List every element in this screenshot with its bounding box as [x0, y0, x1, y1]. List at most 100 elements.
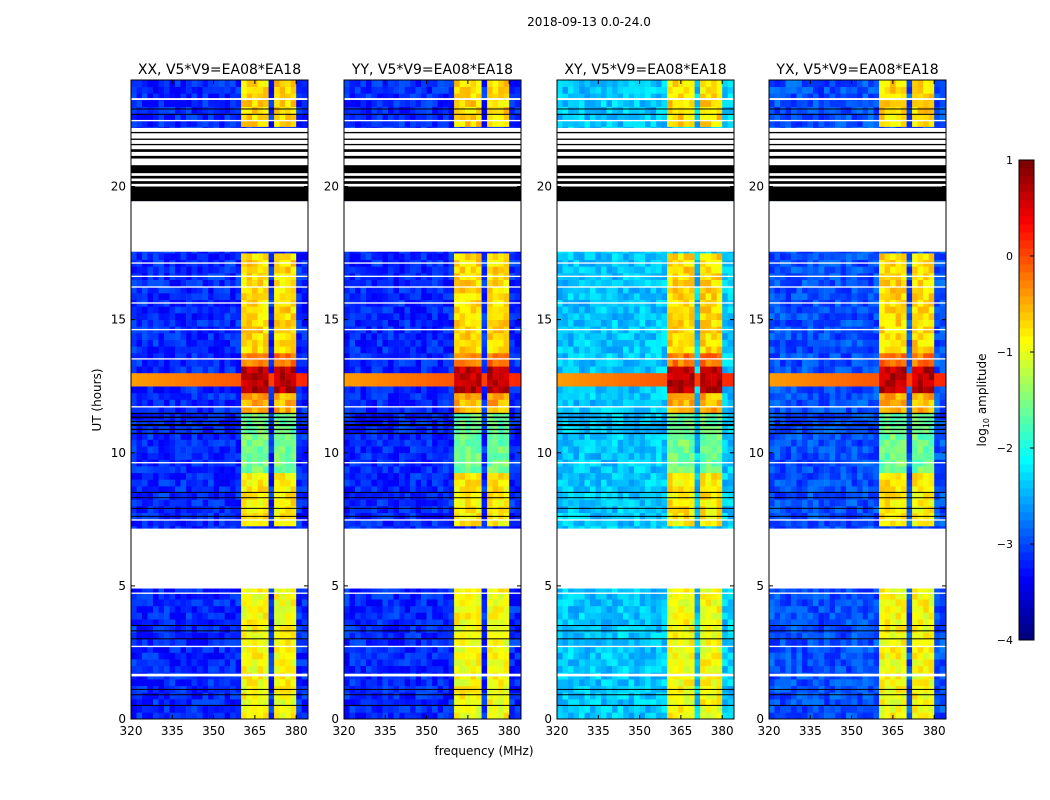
heatmap-cell [202, 319, 209, 327]
heatmap-cell [268, 612, 275, 620]
heatmap-cell [470, 599, 477, 607]
heatmap-cell [285, 692, 291, 700]
heatmap-cell [487, 605, 493, 613]
heatmap-cell [437, 506, 444, 513]
heatmap-cell [268, 479, 275, 487]
heatmap-cell [296, 499, 302, 507]
heatmap-cell [180, 479, 187, 487]
heatmap-cell [252, 113, 258, 121]
heatmap-cell [263, 266, 269, 274]
heatmap-cell [301, 419, 308, 427]
heatmap-cell [169, 332, 176, 340]
heatmap-cell [514, 585, 521, 593]
heatmap-cell [274, 386, 280, 394]
heatmap-cell [415, 699, 422, 706]
heatmap-cell [465, 625, 471, 633]
heatmap-cell [360, 592, 367, 600]
heatmap-cell [257, 412, 264, 420]
heatmap-cell [448, 466, 455, 474]
heatmap-cell [180, 625, 187, 633]
panel-frame [130, 79, 309, 720]
heatmap-cell [290, 392, 297, 400]
heatmap-cell [503, 705, 510, 713]
heatmap-cell [498, 705, 504, 713]
heatmap-cell [191, 286, 198, 294]
heatmap-cell [213, 313, 220, 320]
heatmap-cell [252, 379, 258, 387]
heatmap-cell [290, 379, 297, 387]
heatmap-cell [279, 100, 286, 107]
heatmap-cell [498, 699, 504, 706]
heatmap-cell [252, 100, 258, 107]
heatmap-cell [296, 332, 302, 340]
heatmap-cell [290, 452, 297, 460]
heatmap-cell [426, 439, 433, 447]
heatmap-cell [432, 712, 438, 720]
heatmap-cell [252, 279, 258, 287]
heatmap-cell [470, 652, 477, 660]
heatmap-cell [164, 645, 170, 653]
heatmap-cell [459, 705, 466, 713]
heatmap-cell [404, 472, 411, 480]
heatmap-cell [366, 452, 372, 460]
heatmap-cell [186, 319, 192, 327]
heatmap-cell [377, 446, 383, 454]
heatmap-cell [142, 399, 148, 407]
heatmap-cell [213, 692, 220, 700]
heatmap-cell [153, 712, 159, 720]
heatmap-cell [131, 679, 137, 687]
heatmap-cell [153, 432, 159, 440]
heatmap-cell [235, 339, 242, 347]
heatmap-cell [224, 392, 231, 400]
heatmap-cell [274, 665, 280, 673]
heatmap-cell [131, 585, 137, 593]
heatmap-cell [241, 632, 247, 640]
heatmap-cell [186, 332, 192, 340]
heatmap-cell [393, 712, 400, 720]
heatmap-cell [349, 399, 356, 407]
heatmap-cell [421, 386, 427, 394]
heatmap-cell [235, 705, 242, 713]
heatmap-cell [158, 286, 165, 294]
heatmap-cell [224, 319, 231, 327]
heatmap-cell [290, 486, 297, 493]
heatmap-cell [197, 619, 203, 627]
heatmap-cell [454, 419, 460, 427]
heatmap-cell [263, 319, 269, 327]
heatmap-cell [268, 599, 275, 607]
heatmap-cell [296, 645, 302, 653]
heatmap-cell [252, 639, 258, 647]
heatmap-cell [252, 346, 258, 354]
heatmap-cell [296, 486, 302, 493]
heatmap-cell [274, 372, 280, 380]
heatmap-cell [481, 605, 488, 613]
heatmap-cell [180, 705, 187, 713]
heatmap-cell [153, 652, 159, 660]
heatmap-cell [454, 619, 460, 627]
heatmap-cell [503, 599, 510, 607]
heatmap-cell [175, 585, 181, 593]
heatmap-cell [437, 479, 444, 487]
heatmap-cell [465, 692, 471, 700]
heatmap-cell [246, 492, 253, 500]
heatmap-cell [415, 412, 422, 420]
heatmap-cell [219, 599, 225, 607]
heatmap-cell [131, 339, 137, 347]
heatmap-cell [509, 412, 515, 420]
heatmap-cell [279, 399, 286, 407]
heatmap-cell [432, 366, 438, 374]
heatmap-cell [410, 432, 416, 440]
heatmap-cell [257, 93, 264, 101]
heatmap-cell [191, 293, 198, 300]
heatmap-cell [158, 679, 165, 687]
heatmap-cell [459, 466, 466, 474]
heatmap-cell [355, 499, 361, 507]
heatmap-cell [257, 639, 264, 647]
heatmap-cell [180, 599, 187, 607]
heatmap-cell [252, 253, 258, 261]
heatmap-cell [279, 632, 286, 640]
heatmap-cell [448, 366, 455, 374]
heatmap-cell [366, 645, 372, 653]
heatmap-cell [191, 679, 198, 687]
heatmap-cell [432, 639, 438, 647]
